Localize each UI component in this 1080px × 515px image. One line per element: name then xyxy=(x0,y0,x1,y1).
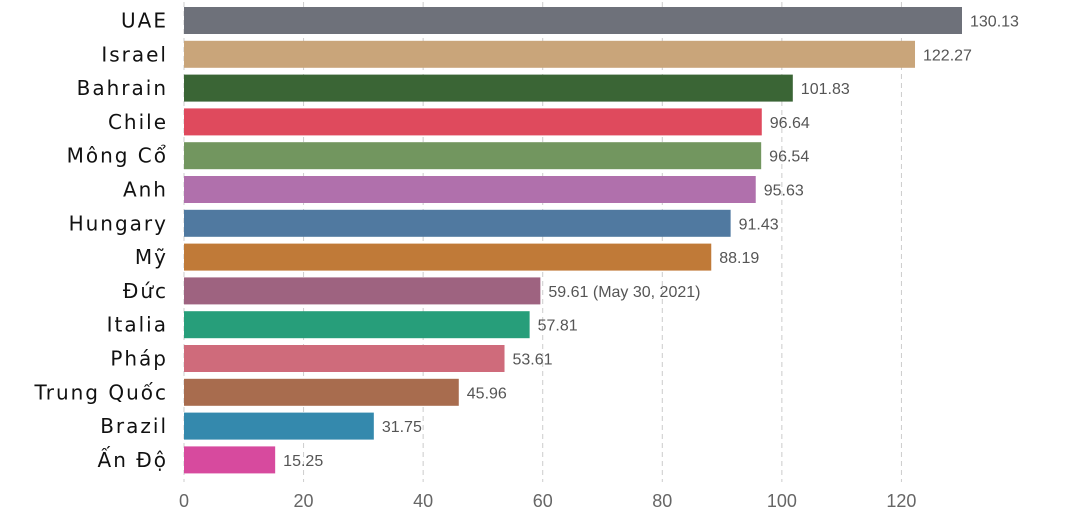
value-label: 122.27 xyxy=(923,47,972,64)
value-label: 130.13 xyxy=(970,14,1019,31)
bar xyxy=(184,108,762,136)
category-labels-group: UAE Israel Bahrain Chile Mông Cổ Anh Hungary Mỹ… xyxy=(33,9,168,472)
value-labels-group: 130.13 122.27 101.83 96.64 96.54 95.63 91.43 88… xyxy=(283,14,1019,470)
x-tick-label: 20 xyxy=(294,491,314,511)
bar xyxy=(184,446,276,474)
category-label: Mỹ xyxy=(135,245,168,269)
value-label: 59.61 (May 30, 2021) xyxy=(548,284,700,301)
x-tick-label: 40 xyxy=(413,491,433,511)
x-tick-label: 100 xyxy=(767,491,797,511)
category-label: Đức xyxy=(123,279,168,303)
bar xyxy=(184,74,793,102)
value-label: 88.19 xyxy=(719,250,759,267)
bar xyxy=(184,142,762,170)
bars-group xyxy=(184,7,962,474)
category-label: UAE xyxy=(121,9,168,33)
value-label: 91.43 xyxy=(739,216,779,233)
category-label: Bahrain xyxy=(77,76,168,100)
category-label: Hungary xyxy=(69,211,168,235)
x-tick-label: 0 xyxy=(179,491,189,511)
bar xyxy=(184,209,731,237)
value-label: 57.81 xyxy=(538,318,578,335)
bar xyxy=(184,7,962,34)
value-label: 96.54 xyxy=(769,149,809,166)
bar xyxy=(184,412,374,440)
bar xyxy=(184,176,756,203)
grid-lines xyxy=(183,2,902,482)
category-label: Anh xyxy=(123,178,168,202)
value-label: 31.75 xyxy=(382,419,422,436)
category-label: Pháp xyxy=(110,347,168,371)
bar xyxy=(184,311,530,339)
category-label: Italia xyxy=(107,313,168,337)
value-label: 95.63 xyxy=(764,183,804,200)
category-label: Brazil xyxy=(100,414,168,438)
x-tick-label: 120 xyxy=(886,491,916,511)
value-label: 101.83 xyxy=(801,81,850,98)
value-label: 15.25 xyxy=(283,453,323,470)
x-tick-label: 80 xyxy=(652,491,672,511)
value-label: 45.96 xyxy=(467,385,507,402)
category-label: Israel xyxy=(101,42,168,66)
value-label: 53.61 xyxy=(513,352,553,369)
bar xyxy=(184,40,916,68)
category-label: Trung Quốc xyxy=(33,380,168,404)
category-label: Mông Cổ xyxy=(67,144,168,168)
category-label: Ấn Độ xyxy=(98,447,168,472)
bar xyxy=(184,378,459,406)
bar xyxy=(184,243,712,271)
category-label: Chile xyxy=(108,110,168,134)
bar xyxy=(184,345,505,372)
bar xyxy=(184,277,541,305)
x-tick-label: 60 xyxy=(533,491,553,511)
x-axis-ticks: 0 20 40 60 80 100 120 xyxy=(179,491,916,511)
value-label: 96.64 xyxy=(770,115,810,132)
